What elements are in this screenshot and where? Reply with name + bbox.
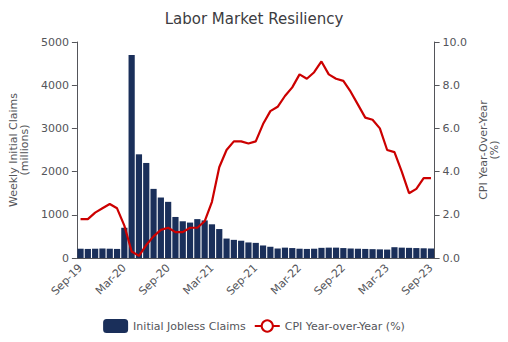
svg-text:Initial Jobless Claims: Initial Jobless Claims: [133, 320, 246, 333]
svg-text:Sep-19: Sep-19: [49, 261, 86, 298]
svg-text:Mar-22: Mar-22: [268, 261, 304, 297]
svg-text:Labor Market Resiliency: Labor Market Resiliency: [165, 10, 344, 28]
svg-text:Sep-21: Sep-21: [224, 261, 261, 298]
svg-text:2000: 2000: [41, 165, 69, 178]
svg-text:Sep-22: Sep-22: [311, 261, 348, 298]
svg-text:CPI Year-Over-Year: CPI Year-Over-Year: [477, 100, 490, 200]
svg-text:(millions): (millions): [18, 125, 31, 176]
svg-text:Mar-23: Mar-23: [356, 261, 392, 297]
svg-text:(%): (%): [488, 140, 501, 159]
svg-text:1000: 1000: [41, 208, 69, 221]
svg-text:2.0: 2.0: [443, 208, 461, 221]
svg-text:Sep-23: Sep-23: [399, 261, 436, 298]
svg-text:0: 0: [62, 252, 69, 265]
svg-text:4.0: 4.0: [443, 165, 461, 178]
svg-text:Weekly Initial Claims: Weekly Initial Claims: [7, 92, 20, 208]
svg-text:8.0: 8.0: [443, 79, 461, 92]
svg-text:3000: 3000: [41, 122, 69, 135]
svg-text:CPI Year-over-Year (%): CPI Year-over-Year (%): [285, 320, 405, 333]
svg-text:Mar-21: Mar-21: [181, 261, 217, 297]
svg-text:5000: 5000: [41, 36, 69, 49]
svg-text:6.0: 6.0: [443, 122, 461, 135]
svg-text:4000: 4000: [41, 79, 69, 92]
svg-text:Sep-20: Sep-20: [136, 261, 173, 298]
svg-text:10.0: 10.0: [443, 36, 468, 49]
svg-text:Mar-20: Mar-20: [93, 261, 129, 297]
svg-text:0.0: 0.0: [443, 252, 461, 265]
